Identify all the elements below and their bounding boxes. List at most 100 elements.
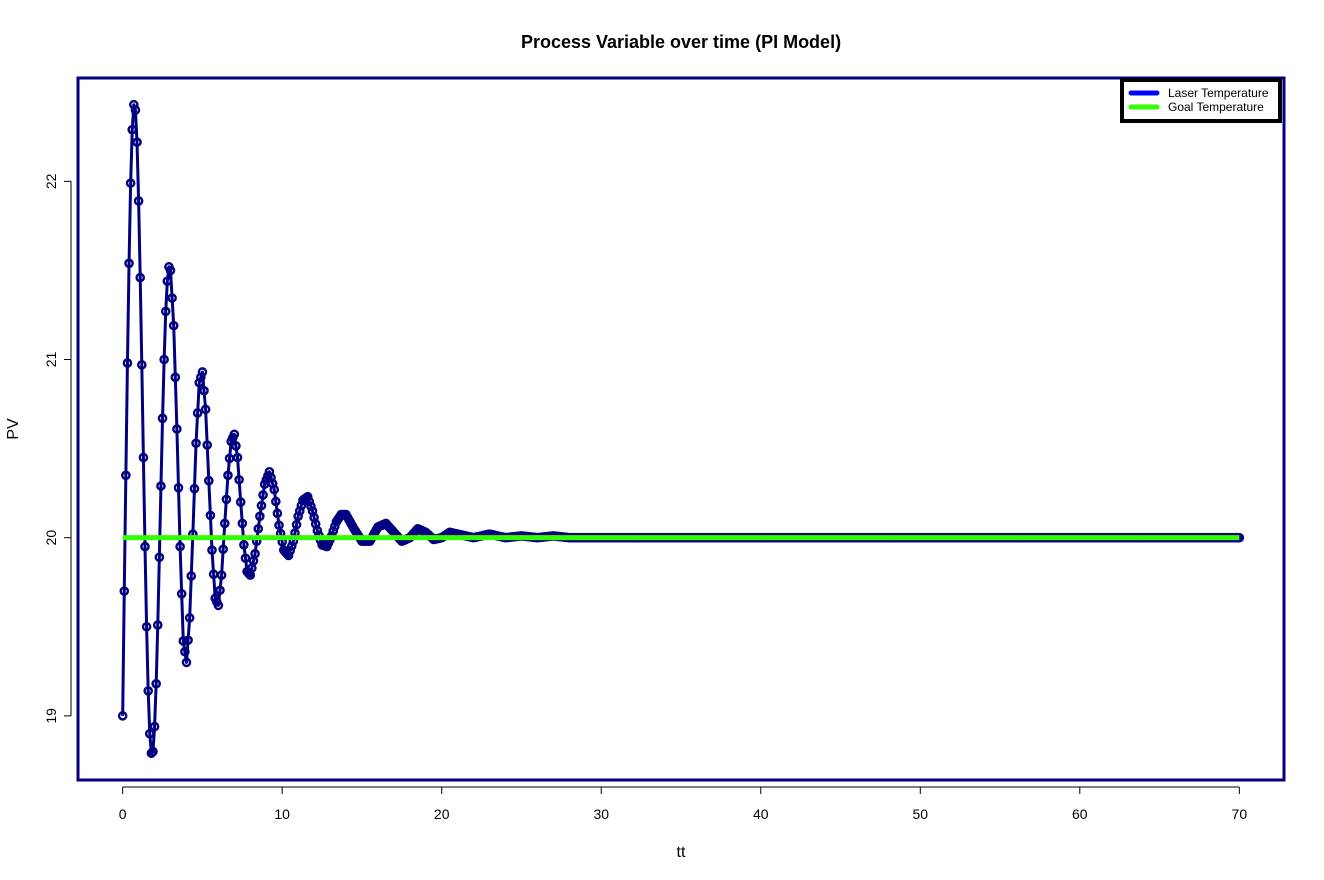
data-point: [286, 541, 297, 551]
data-point: [272, 508, 283, 519]
x-tick-label: 70: [1232, 806, 1248, 822]
data-point: [160, 306, 171, 317]
data-point: [269, 484, 280, 495]
y-tick-label: 22: [43, 173, 59, 189]
x-tick-label: 40: [753, 806, 769, 822]
data-point: [189, 483, 200, 494]
data-point: [165, 265, 176, 276]
data-point: [294, 506, 305, 516]
data-point: [125, 178, 136, 188]
data-point: [240, 553, 251, 563]
data-point: [172, 424, 182, 434]
data-point: [124, 258, 134, 269]
data-point: [306, 501, 316, 512]
data-point: [202, 440, 213, 450]
data-point: [285, 545, 295, 556]
data-point: [154, 552, 165, 563]
data-point: [119, 586, 130, 596]
data-point: [152, 620, 163, 630]
data-point: [221, 494, 232, 505]
data-point: [157, 413, 168, 424]
data-point: [239, 540, 249, 550]
data-point: [175, 541, 185, 552]
data-point: [127, 124, 138, 135]
data-point: [283, 550, 294, 561]
data-point: [133, 196, 144, 206]
data-point: [167, 293, 177, 303]
data-point: [141, 621, 152, 632]
data-point: [162, 276, 173, 286]
axes-layer: 0 10 20 30 40 50 60 70 19 20 21 22: [43, 173, 1247, 822]
data-point: [293, 511, 303, 522]
data-point: [156, 481, 166, 491]
data-point: [312, 525, 323, 536]
data-point: [148, 746, 158, 757]
data-point: [291, 519, 302, 530]
x-tick-label: 20: [434, 806, 450, 822]
y-axis-label: PV: [5, 418, 22, 440]
data-point: [149, 721, 160, 732]
x-tick-label: 30: [593, 806, 609, 822]
x-axis-label: tt: [677, 844, 686, 861]
data-point: [194, 377, 205, 388]
x-tick-label: 0: [119, 806, 127, 822]
data-point: [122, 358, 133, 368]
data-point: [117, 711, 128, 721]
data-point: [250, 548, 260, 559]
data-point: [205, 510, 216, 521]
data-point: [138, 452, 149, 463]
data-point: [184, 613, 195, 623]
data-point: [197, 367, 208, 377]
data-point: [223, 470, 233, 481]
data-point: [135, 272, 146, 283]
data-point: [256, 500, 267, 511]
data-point: [178, 636, 189, 646]
data-point: [159, 354, 169, 365]
data-point: [181, 657, 192, 668]
data-point: [191, 438, 201, 449]
data-point: [234, 474, 244, 485]
legend-box: [1120, 78, 1282, 123]
data-point: [196, 372, 206, 383]
data-point: [304, 496, 315, 507]
x-tick-label: 10: [274, 806, 290, 822]
data-point: [218, 544, 228, 555]
data-point: [144, 728, 155, 739]
x-tick-label: 60: [1072, 806, 1088, 822]
data-point: [176, 589, 187, 599]
x-tick-label: 50: [912, 806, 928, 822]
data-point: [328, 526, 339, 536]
data-point: [271, 496, 281, 507]
data-point: [274, 520, 284, 531]
data-point: [207, 545, 217, 555]
data-point: [121, 470, 131, 481]
data-point: [235, 497, 246, 507]
y-tick-label: 19: [43, 708, 59, 724]
data-point: [253, 523, 264, 534]
data-point: [137, 360, 147, 370]
series-line-laser-temperature: [121, 103, 1240, 755]
plot-frame: [76, 76, 1286, 782]
data-point: [219, 518, 230, 529]
y-tick-label: 20: [43, 530, 59, 546]
data-point: [173, 482, 184, 493]
data-point: [132, 137, 142, 147]
data-point: [204, 475, 214, 486]
data-point: [215, 585, 225, 596]
data-point: [151, 678, 161, 689]
data-point: [143, 686, 153, 696]
data-point: [229, 429, 240, 440]
data-point: [255, 511, 265, 522]
data-point: [183, 635, 193, 645]
series-layer: [117, 99, 1245, 759]
data-point: [258, 490, 268, 500]
data-point: [140, 541, 150, 552]
data-point: [130, 105, 141, 115]
legend-label-goal: Goal Temperature: [1168, 100, 1264, 114]
legend: Laser Temperature Goal Temperature: [1120, 78, 1282, 123]
data-point: [129, 99, 139, 110]
data-point: [186, 571, 197, 581]
data-point: [199, 385, 209, 396]
data-point: [180, 646, 190, 657]
